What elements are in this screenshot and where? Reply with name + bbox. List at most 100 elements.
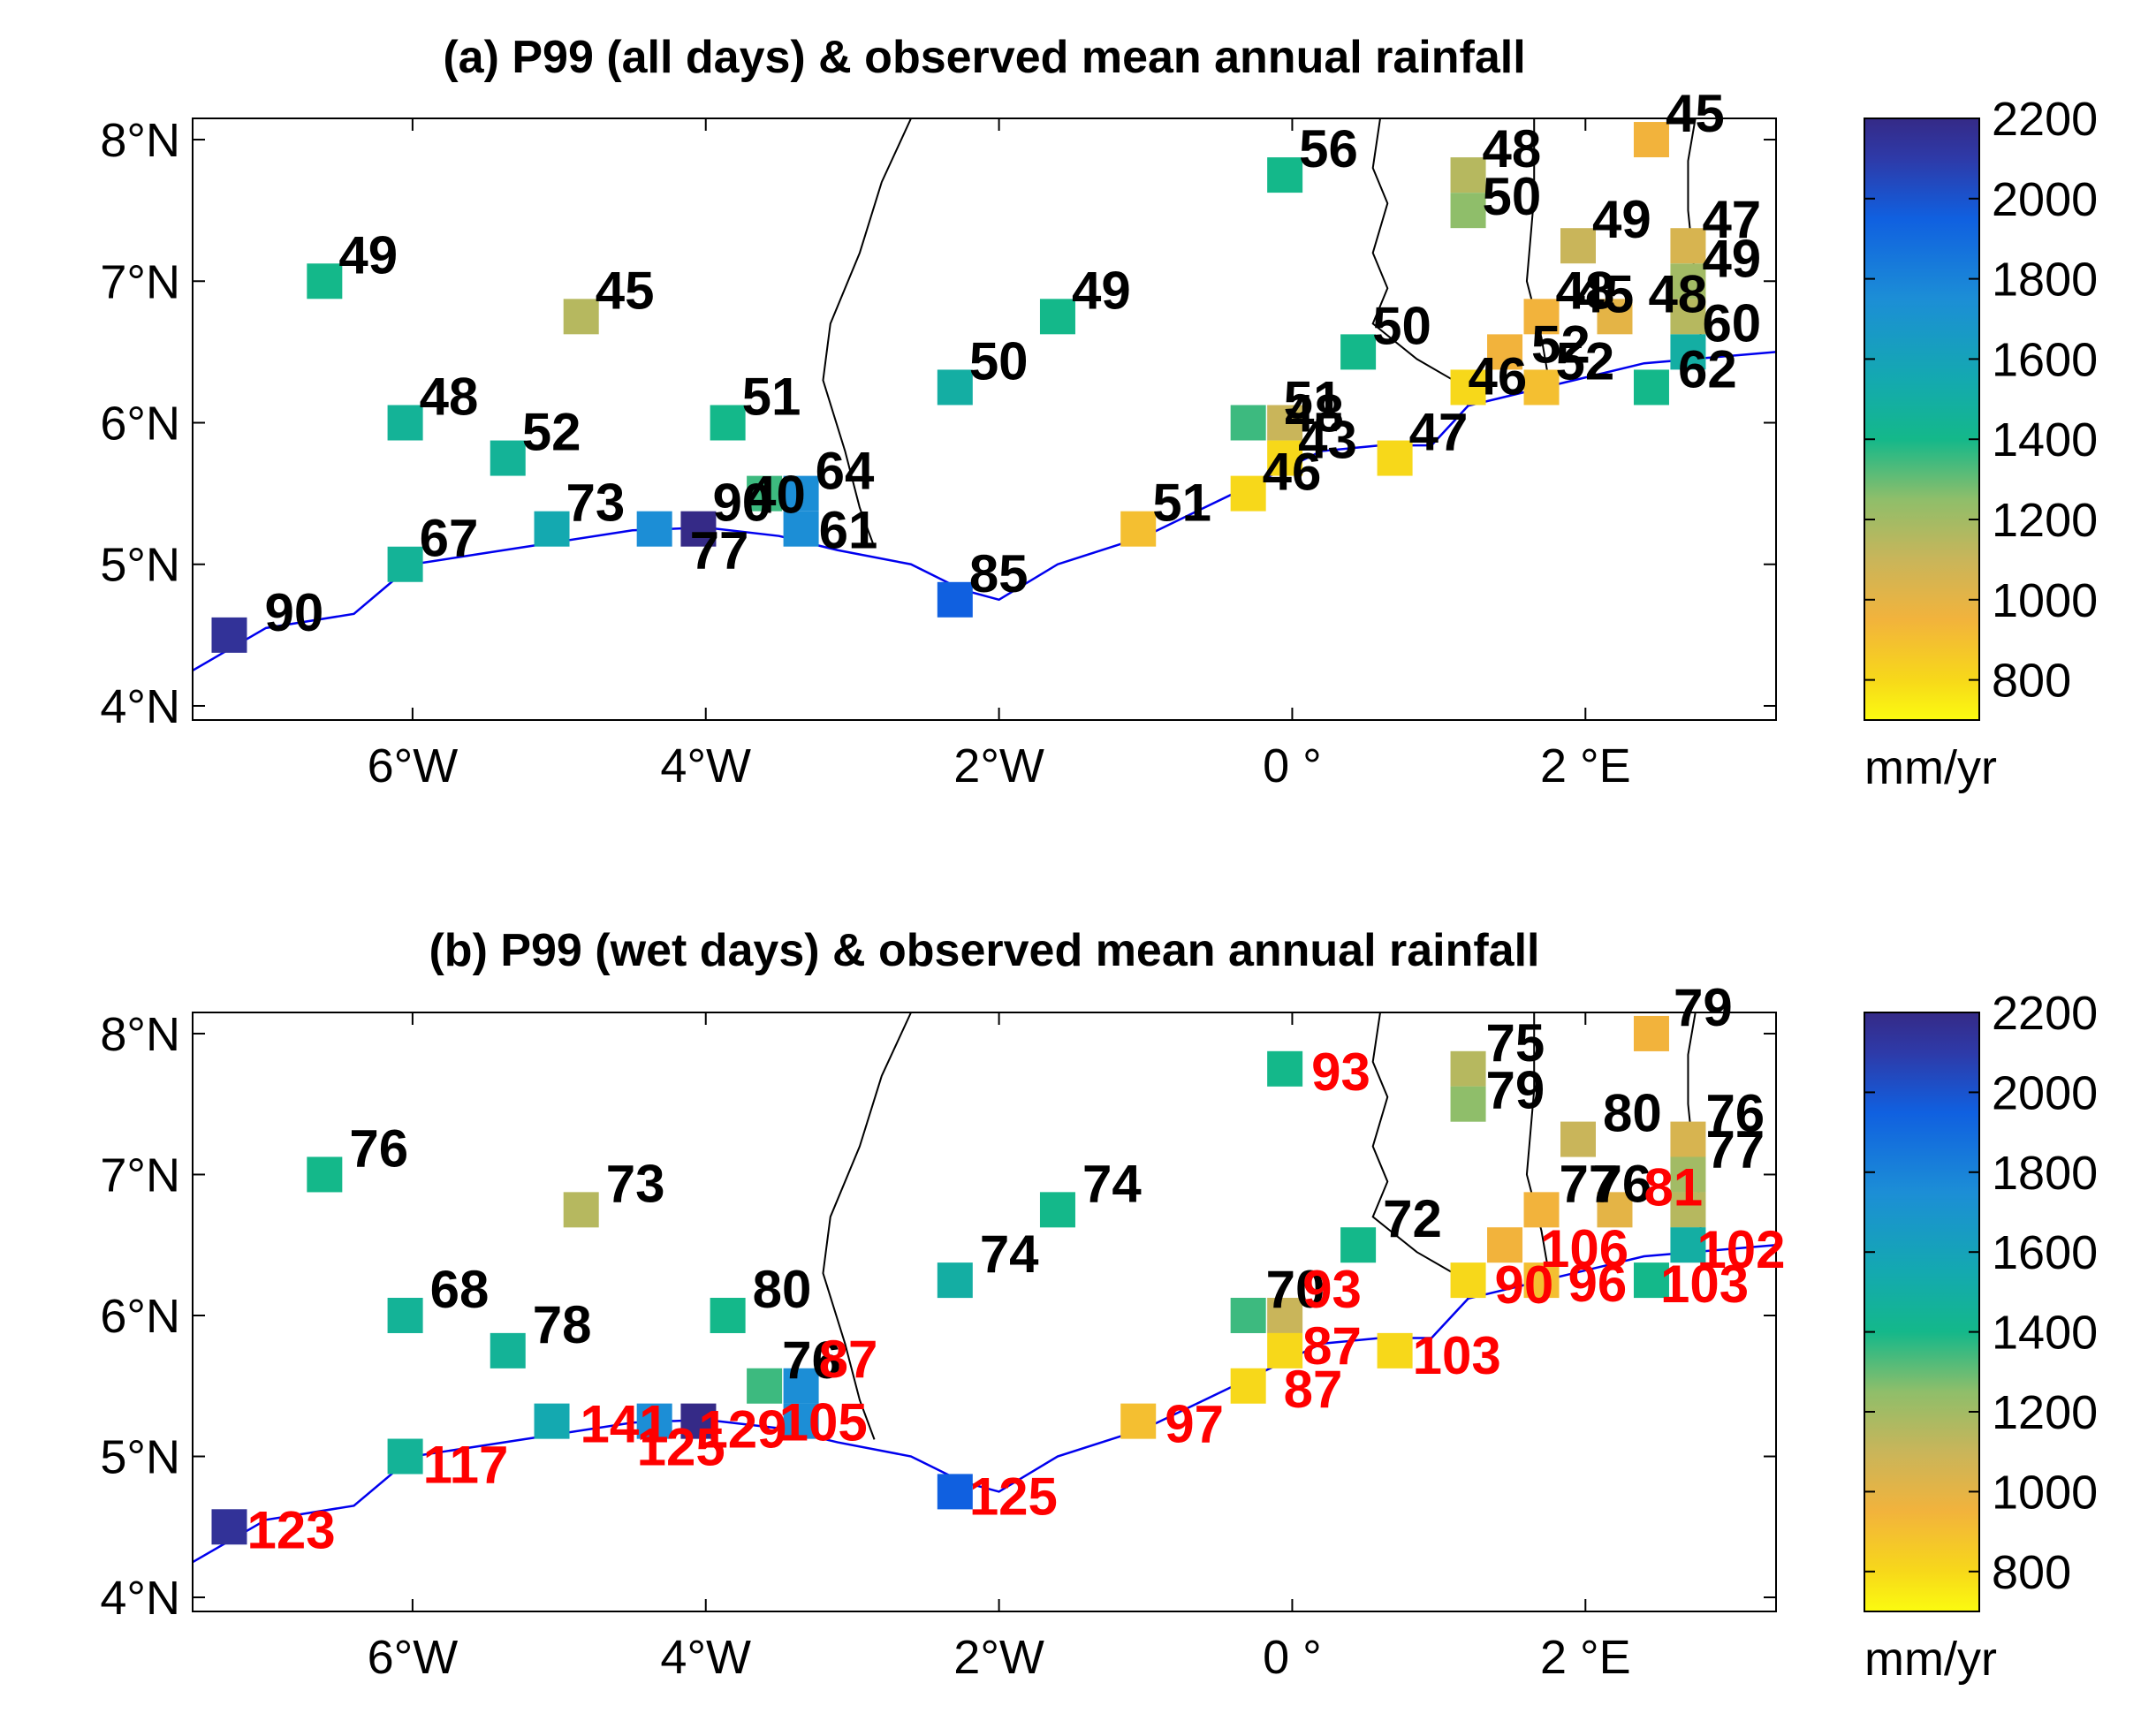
station-marker xyxy=(1450,1050,1486,1087)
station-marker xyxy=(680,1403,717,1439)
p99-value-label: 60 xyxy=(1702,293,1761,353)
p99-value-label: 51 xyxy=(1284,371,1343,430)
station-marker xyxy=(1560,1121,1596,1157)
station-marker xyxy=(747,475,783,512)
station-marker xyxy=(1267,1297,1303,1333)
station-marker xyxy=(1523,1262,1560,1299)
p99-value-label: 77 xyxy=(690,521,749,580)
station-marker xyxy=(1670,1156,1706,1193)
p99-value-label: 125 xyxy=(637,1418,725,1477)
station-marker xyxy=(1039,299,1075,335)
p99-value-label: 45 xyxy=(596,261,655,320)
p99-value-label: 49 xyxy=(1702,229,1761,288)
station-marker xyxy=(1267,405,1303,441)
p99-value-label: 76 xyxy=(782,1331,841,1390)
station-marker xyxy=(1340,1227,1377,1263)
station-marker xyxy=(1487,334,1523,370)
station-marker xyxy=(680,511,717,547)
station-marker xyxy=(783,1403,819,1439)
p99-value-label: 68 xyxy=(430,1260,490,1319)
p99-value-label: 48 xyxy=(420,368,479,427)
map-frame xyxy=(192,1012,1777,1612)
station-marker xyxy=(1670,1192,1706,1228)
station-marker xyxy=(1340,334,1377,370)
station-marker xyxy=(783,1368,819,1404)
x-tick-label: 2 °E xyxy=(1540,1631,1631,1684)
station-marker xyxy=(937,581,973,618)
colorbar-tick-label: 1200 xyxy=(1992,494,2098,547)
p99-value-label: 48 xyxy=(1556,261,1615,320)
country-border-line xyxy=(1371,1012,1469,1300)
colorbar-bar xyxy=(1864,118,1980,721)
station-marker xyxy=(534,1403,570,1439)
country-border-line xyxy=(822,1012,912,1440)
colorbar-tick-label: 1600 xyxy=(1992,333,2098,386)
p99-value-label: 103 xyxy=(1413,1326,1501,1385)
p99-value-label: 87 xyxy=(1284,1360,1343,1419)
country-border-line xyxy=(822,118,912,548)
station-marker xyxy=(1039,1192,1075,1228)
p99-value-label: 43 xyxy=(1298,411,1357,470)
p99-value-label: 90 xyxy=(1495,1255,1554,1315)
y-tick-label: 4°N xyxy=(100,680,180,733)
p99-value-label: 50 xyxy=(1483,167,1542,226)
map-frame xyxy=(192,118,1777,721)
x-tick-label: 0 ° xyxy=(1263,1631,1322,1684)
p99-value-label: 80 xyxy=(753,1260,812,1319)
p99-value-label: 77 xyxy=(1560,1154,1619,1213)
p99-value-label: 70 xyxy=(1266,1260,1325,1319)
p99-value-label: 105 xyxy=(779,1393,868,1452)
x-tick-label: 0 ° xyxy=(1263,739,1322,792)
p99-value-label: 49 xyxy=(1072,261,1131,320)
p99-value-label: 51 xyxy=(1152,474,1211,533)
station-marker xyxy=(1230,1297,1266,1333)
p99-value-label: 47 xyxy=(1409,403,1469,462)
station-marker xyxy=(1670,263,1706,299)
p99-value-label: 52 xyxy=(522,403,581,462)
p99-value-label: 47 xyxy=(1702,190,1761,249)
p99-value-label: 75 xyxy=(1486,1013,1545,1073)
station-marker xyxy=(783,475,819,512)
station-marker xyxy=(636,511,672,547)
p99-value-label: 48 xyxy=(1285,384,1344,444)
station-marker xyxy=(490,440,526,476)
station-marker xyxy=(490,1332,526,1368)
station-marker xyxy=(937,1262,973,1299)
station-marker xyxy=(1120,511,1157,547)
p99-value-label: 102 xyxy=(1697,1220,1785,1279)
station-marker xyxy=(1267,1332,1303,1368)
p99-value-label: 40 xyxy=(747,466,806,525)
x-tick-label: 2°W xyxy=(953,1631,1044,1684)
station-marker xyxy=(783,511,819,547)
p99-value-label: 72 xyxy=(1383,1189,1442,1248)
p99-value-label: 123 xyxy=(247,1500,335,1559)
station-marker xyxy=(1230,1368,1266,1404)
colorbar-tick-label: 1800 xyxy=(1992,1147,2098,1200)
station-marker xyxy=(307,1156,343,1193)
p99-value-label: 79 xyxy=(1486,1061,1545,1120)
station-marker xyxy=(710,1297,746,1333)
station-marker xyxy=(1633,369,1669,406)
station-marker xyxy=(1633,1015,1669,1051)
p99-value-label: 50 xyxy=(969,331,1029,390)
p99-value-label: 90 xyxy=(712,474,771,533)
station-marker xyxy=(1560,228,1596,264)
p99-value-label: 49 xyxy=(338,225,398,284)
p99-value-label: 129 xyxy=(698,1400,786,1459)
p99-value-label: 62 xyxy=(1678,339,1737,398)
station-marker xyxy=(1523,299,1560,335)
p99-value-label: 50 xyxy=(1372,296,1431,355)
country-border-line xyxy=(1525,118,1550,381)
p99-value-label: 45 xyxy=(1666,84,1725,143)
x-tick-label: 2°W xyxy=(953,739,1044,792)
station-marker xyxy=(1450,193,1486,229)
station-marker xyxy=(1670,1227,1706,1263)
y-tick-label: 6°N xyxy=(100,1290,180,1343)
colorbar-tick-label: 2200 xyxy=(1992,93,2098,146)
p99-value-label: 61 xyxy=(819,501,878,560)
p99-value-label: 67 xyxy=(420,509,479,568)
station-marker xyxy=(636,1403,672,1439)
station-marker xyxy=(563,1192,599,1228)
colorbar: 800 1000 1200 1400 1600 1800 2000 2200 mm/yr xyxy=(1864,93,2098,794)
